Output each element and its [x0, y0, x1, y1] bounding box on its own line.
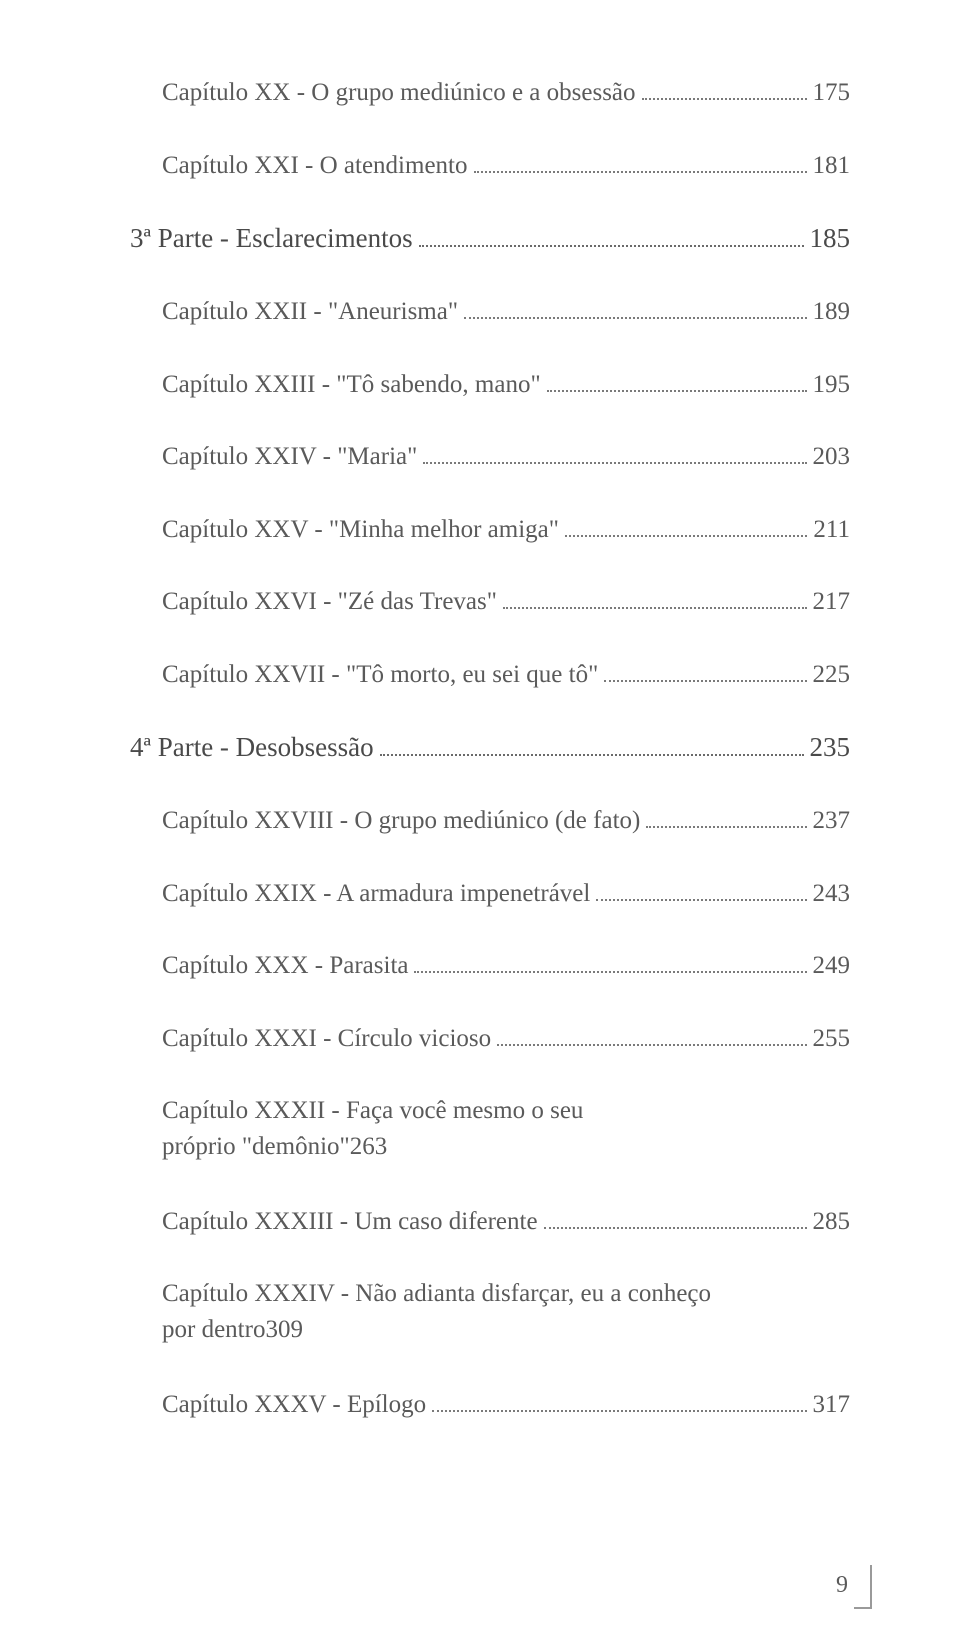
toc-label-line2: próprio "demônio"	[162, 1129, 350, 1165]
toc-page: 243	[813, 878, 851, 911]
toc-page: 309	[265, 1312, 303, 1348]
toc-page: 195	[813, 369, 851, 402]
toc-dots	[596, 876, 806, 901]
toc-entry: Capítulo XXXIII - Um caso diferente 285	[162, 1204, 850, 1239]
toc-dots	[414, 948, 806, 973]
toc-entry: Capítulo XXIII - "Tô sabendo, mano" 195	[162, 367, 850, 402]
toc-dots	[419, 220, 804, 247]
toc-label: Capítulo XXIV - "Maria"	[162, 441, 417, 474]
toc-dots	[464, 294, 806, 319]
toc-page: 263	[350, 1129, 388, 1165]
toc-entry: Capítulo XXI - O atendimento 181	[162, 148, 850, 183]
section-page: 235	[810, 732, 851, 763]
toc-label: Capítulo XXVIII - O grupo mediúnico (de …	[162, 805, 640, 838]
toc-entry: Capítulo XXVIII - O grupo mediúnico (de …	[162, 803, 850, 838]
toc-entry: Capítulo XXXV - Epílogo 317	[162, 1387, 850, 1422]
toc-dots	[604, 657, 806, 682]
toc-dots	[646, 803, 806, 828]
toc-section: 3ª Parte - Esclarecimentos 185	[130, 220, 850, 254]
toc-dots	[432, 1387, 806, 1412]
section-page: 185	[810, 223, 851, 254]
toc-entry: Capítulo XXXI - Círculo vicioso 255	[162, 1021, 850, 1056]
toc-dots	[642, 75, 807, 100]
toc-page: 181	[813, 150, 851, 183]
toc-label-line2: por dentro	[162, 1312, 265, 1348]
page-number: 9	[836, 1572, 848, 1599]
section-label: 4ª Parte - Desobsessão	[130, 732, 374, 763]
toc-entry-multiline: Capítulo XXXIV - Não adianta disfarçar, …	[162, 1276, 850, 1349]
toc-page: 211	[813, 514, 850, 547]
toc-label: Capítulo XX - O grupo mediúnico e a obse…	[162, 77, 636, 110]
toc-label: Capítulo XXV - "Minha melhor amiga"	[162, 514, 559, 547]
toc-page: 175	[813, 77, 851, 110]
corner-decoration	[854, 1565, 872, 1609]
toc-dots	[565, 512, 807, 537]
toc-page: 225	[813, 659, 851, 692]
toc-label: Capítulo XXII - "Aneurisma"	[162, 296, 458, 329]
toc-label-line1: Capítulo XXXIV - Não adianta disfarçar, …	[162, 1276, 850, 1312]
toc-label: Capítulo XXXI - Círculo vicioso	[162, 1023, 491, 1056]
toc-page: 317	[813, 1389, 851, 1422]
toc-section: 4ª Parte - Desobsessão 235	[130, 729, 850, 763]
toc-entry: Capítulo XXIX - A armadura impenetrável …	[162, 876, 850, 911]
toc-dots	[423, 439, 806, 464]
toc-label: Capítulo XXIII - "Tô sabendo, mano"	[162, 369, 541, 402]
toc-page: 249	[813, 950, 851, 983]
toc-label: Capítulo XXIX - A armadura impenetrável	[162, 878, 590, 911]
toc-page: 189	[813, 296, 851, 329]
toc-label: Capítulo XXX - Parasita	[162, 950, 408, 983]
toc-dots	[497, 1021, 806, 1046]
toc-entry: Capítulo XXV - "Minha melhor amiga" 211	[162, 512, 850, 547]
toc-label: Capítulo XXI - O atendimento	[162, 150, 468, 183]
toc-label: Capítulo XXXV - Epílogo	[162, 1389, 426, 1422]
toc-dots	[503, 584, 807, 609]
toc-dots	[544, 1204, 807, 1229]
toc-label-line1: Capítulo XXXII - Faça você mesmo o seu	[162, 1093, 850, 1129]
toc-page: 255	[813, 1023, 851, 1056]
toc-dots	[474, 148, 807, 173]
toc-page: 285	[813, 1206, 851, 1239]
toc-entry: Capítulo XXVI - "Zé das Trevas" 217	[162, 584, 850, 619]
toc-entry: Capítulo XX - O grupo mediúnico e a obse…	[162, 75, 850, 110]
toc-dots	[547, 367, 807, 392]
section-label: 3ª Parte - Esclarecimentos	[130, 223, 413, 254]
toc-label: Capítulo XXVI - "Zé das Trevas"	[162, 586, 497, 619]
toc-page: 237	[813, 805, 851, 838]
toc-entry: Capítulo XXIV - "Maria" 203	[162, 439, 850, 474]
toc-dots	[380, 729, 804, 756]
toc-entry: Capítulo XXVII - "Tô morto, eu sei que t…	[162, 657, 850, 692]
toc-page: 203	[813, 441, 851, 474]
toc-label: Capítulo XXVII - "Tô morto, eu sei que t…	[162, 659, 598, 692]
toc-entry-multiline: Capítulo XXXII - Faça você mesmo o seu p…	[162, 1093, 850, 1166]
toc-entry: Capítulo XXII - "Aneurisma" 189	[162, 294, 850, 329]
toc-entry: Capítulo XXX - Parasita 249	[162, 948, 850, 983]
toc-page: 217	[813, 586, 851, 619]
toc-label: Capítulo XXXIII - Um caso diferente	[162, 1206, 538, 1239]
